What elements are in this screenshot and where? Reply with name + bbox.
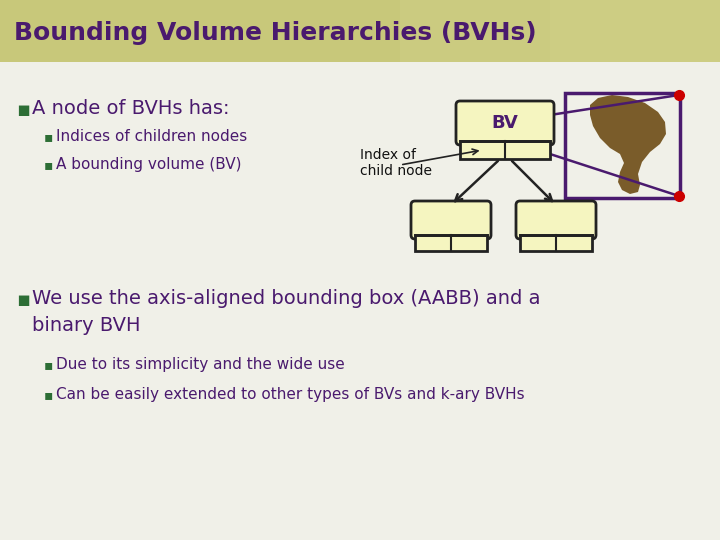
- FancyBboxPatch shape: [550, 0, 720, 62]
- FancyBboxPatch shape: [400, 0, 720, 62]
- Text: ▪: ▪: [16, 290, 30, 310]
- Bar: [460, 141, 550, 159]
- Text: A bounding volume (BV): A bounding volume (BV): [56, 157, 241, 172]
- Text: ▪: ▪: [44, 388, 53, 402]
- Bar: [565, 93, 680, 198]
- FancyBboxPatch shape: [516, 201, 596, 239]
- Bar: [415, 235, 487, 251]
- Text: We use the axis-aligned bounding box (AABB) and a: We use the axis-aligned bounding box (AA…: [32, 289, 541, 308]
- Text: Indices of children nodes: Indices of children nodes: [56, 129, 247, 144]
- Text: ▪: ▪: [16, 100, 30, 120]
- FancyBboxPatch shape: [411, 201, 491, 239]
- Text: ▪: ▪: [44, 358, 53, 372]
- Polygon shape: [590, 95, 666, 194]
- Text: BV: BV: [492, 114, 518, 132]
- Text: ▪: ▪: [44, 130, 53, 144]
- Text: Can be easily extended to other types of BVs and k-ary BVHs: Can be easily extended to other types of…: [56, 387, 525, 402]
- Text: ▪: ▪: [44, 158, 53, 172]
- Bar: [520, 235, 592, 251]
- FancyBboxPatch shape: [0, 0, 720, 62]
- Text: Index of
child node: Index of child node: [360, 148, 432, 178]
- Text: binary BVH: binary BVH: [32, 316, 140, 335]
- Text: Due to its simplicity and the wide use: Due to its simplicity and the wide use: [56, 357, 345, 372]
- FancyBboxPatch shape: [456, 101, 554, 145]
- Text: A node of BVHs has:: A node of BVHs has:: [32, 99, 230, 118]
- Text: Bounding Volume Hierarchies (BVHs): Bounding Volume Hierarchies (BVHs): [14, 21, 536, 45]
